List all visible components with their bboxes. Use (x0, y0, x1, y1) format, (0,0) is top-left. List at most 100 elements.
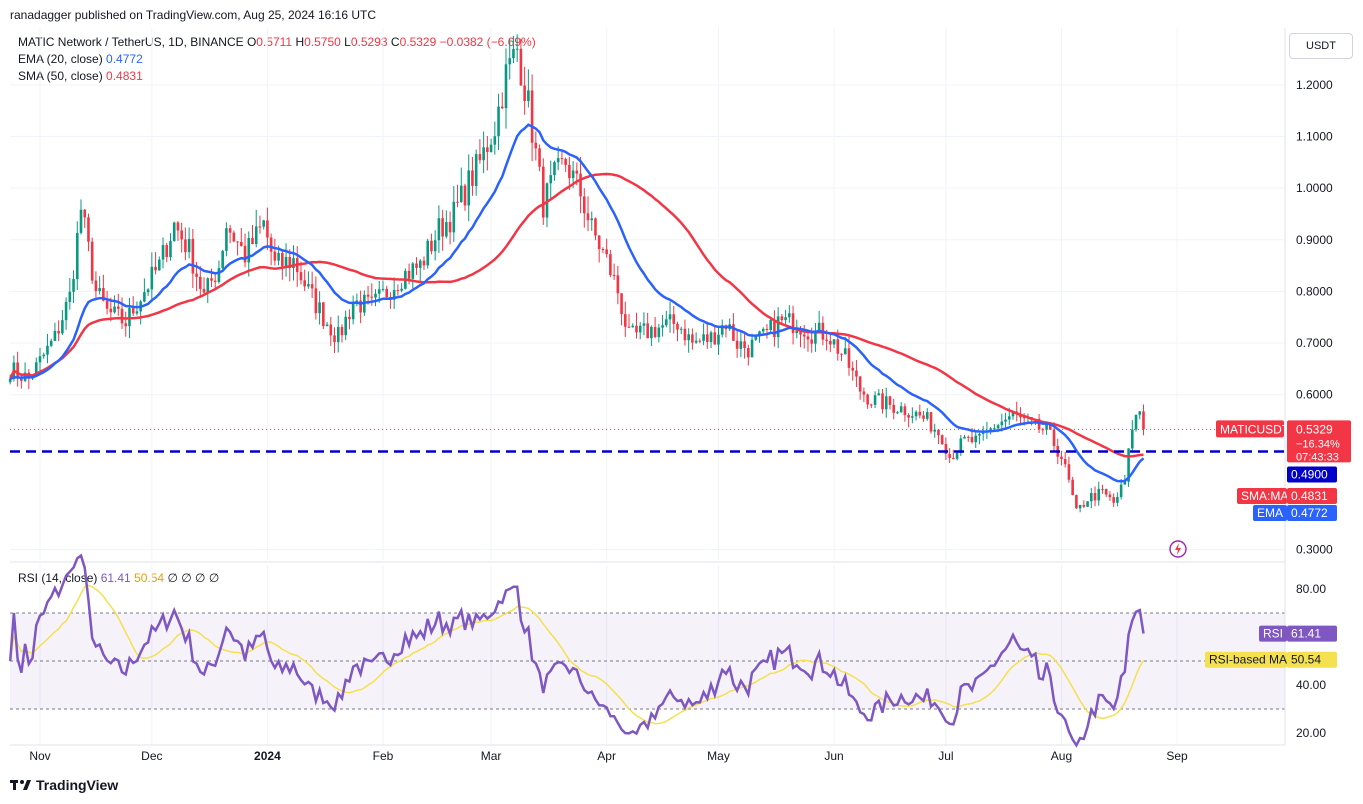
support-line (10, 428, 1285, 453)
tradingview-icon (10, 780, 31, 790)
candle-body (49, 340, 53, 346)
symbol-tag: MATICUSDT (1216, 420, 1290, 438)
candle-body (150, 266, 154, 290)
currency-button[interactable]: USDT (1289, 33, 1353, 59)
candle-body (221, 250, 224, 269)
time-tick-label: Nov (29, 749, 50, 763)
candle-body (978, 433, 981, 436)
legend-sma-row[interactable]: SMA (50, close) 0.4831 (18, 68, 143, 85)
candle-body (157, 259, 161, 271)
candle-body (415, 263, 418, 268)
candle-body (258, 226, 262, 228)
candle-body (948, 454, 951, 458)
candle-body (374, 293, 377, 298)
legend-o-label: O (246, 35, 257, 49)
candle-body (829, 340, 832, 345)
candle-body (881, 393, 884, 410)
rsi-ma-tag-label-bg (1205, 651, 1287, 668)
candle-body (993, 428, 996, 430)
legend-sma-label: SMA (50, close) (18, 69, 103, 83)
candle-body (605, 249, 608, 255)
candle-body (307, 284, 310, 287)
ema-tag-value: 0.4772 (1287, 505, 1337, 521)
candle-body (433, 240, 437, 252)
candle-body (825, 339, 828, 341)
sma-tag-value: 0.4831 (1287, 488, 1337, 504)
rsi-tag-value: 61.41 (1287, 625, 1337, 642)
symbol-tag-text: MATICUSDT (1220, 422, 1290, 436)
legend-high: 0.5750 (304, 35, 341, 49)
candle-body (322, 302, 325, 327)
price-tick-label: 1.2000 (1296, 78, 1333, 92)
candle-body (1052, 429, 1056, 447)
candle-body (679, 328, 683, 330)
candle-body (855, 370, 858, 377)
candle-body (508, 58, 512, 65)
candle-body (400, 288, 403, 291)
candle-body (720, 325, 724, 335)
candle-body (616, 275, 620, 294)
legend-rsi-extra: ∅ ∅ ∅ ∅ (167, 571, 220, 585)
candle-body (832, 339, 836, 345)
change-pct: −16.34% (1296, 438, 1340, 450)
rsi-ma-line (9, 584, 1145, 725)
candle-body (896, 412, 899, 414)
candle-body (1108, 494, 1112, 498)
time-tick-label: May (707, 749, 730, 763)
candle-body (228, 228, 232, 233)
candle-body (776, 316, 780, 338)
candle-body (407, 270, 411, 279)
candle-body (87, 217, 90, 242)
legend-c-label: C (390, 35, 400, 49)
candle-body (251, 237, 254, 245)
candle-body (441, 218, 444, 237)
lightning-icon[interactable] (1169, 540, 1187, 558)
last-price-value: 0.5329 (1296, 422, 1333, 436)
candle-body (735, 340, 739, 349)
candle-body (262, 220, 265, 227)
rsi-tick-label: 20.00 (1296, 726, 1326, 740)
candle-body (377, 289, 381, 294)
candle-body (135, 311, 139, 314)
candle-body (1007, 416, 1011, 420)
candle-body (1134, 414, 1138, 430)
legend-rsi-row[interactable]: RSI (14, close) 61.41 50.54 ∅ ∅ ∅ ∅ (18, 570, 219, 587)
ema-tag-label-bg (1253, 505, 1287, 521)
candle-body (743, 341, 746, 349)
candle-body (1086, 501, 1089, 507)
candles (8, 34, 1145, 513)
rsi-tick-label: 80.00 (1296, 582, 1326, 596)
candle-body (336, 326, 340, 343)
candle-body (922, 415, 925, 419)
candle-body (273, 251, 277, 261)
candle-body (870, 404, 873, 406)
candle-body (351, 302, 355, 320)
candle-body (590, 218, 594, 221)
candle-body (911, 416, 914, 418)
rsi-tag-value-text: 61.41 (1291, 627, 1321, 641)
rsi-tag-label-bg (1259, 625, 1287, 642)
candle-body (534, 142, 538, 149)
time-tick-label: Jul (938, 749, 953, 763)
ema-tag-label-text: EMA (1257, 506, 1283, 520)
published-info: ranadagger published on TradingView.com,… (10, 8, 377, 22)
price-tick-label: 0.9000 (1296, 233, 1333, 247)
tradingview-logo[interactable]: TradingView (10, 777, 118, 793)
candle-body (966, 436, 970, 438)
candle-body (1045, 423, 1048, 430)
candle-body (1022, 417, 1026, 419)
candle-body (661, 325, 664, 328)
candle-body (277, 252, 280, 261)
candle-body (940, 435, 944, 445)
candle-body (620, 293, 623, 315)
legend-symbol[interactable]: MATIC Network / TetherUS, 1D, BINANCE (18, 35, 244, 49)
rsi-tag-label-text: RSI (1263, 627, 1283, 641)
candle-body (314, 288, 318, 314)
legend-ema-row[interactable]: EMA (20, close) 0.4772 (18, 51, 143, 68)
candle-body (709, 332, 713, 342)
candle-body (638, 325, 642, 333)
candle-body (266, 220, 269, 238)
candle-body (1089, 493, 1093, 502)
candle-body (955, 453, 959, 459)
